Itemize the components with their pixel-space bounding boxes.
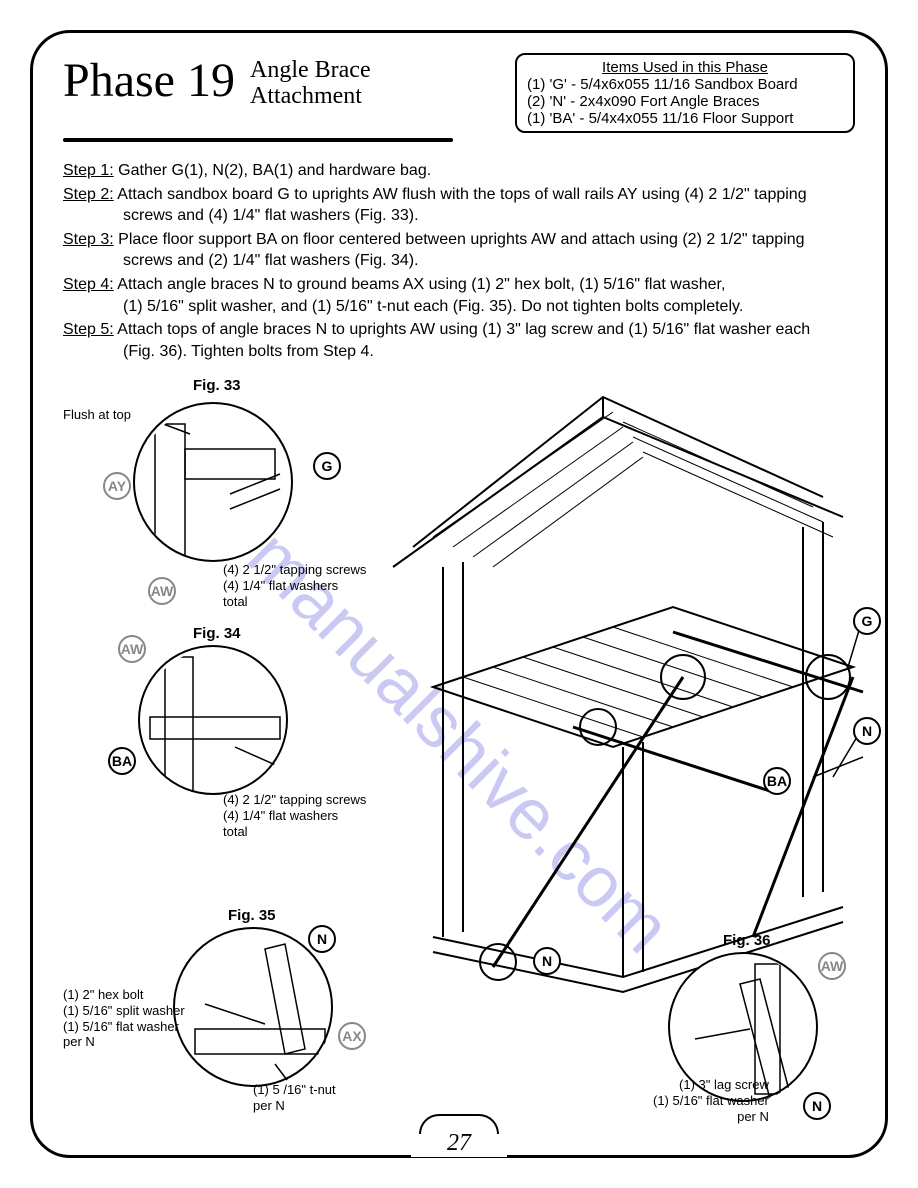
fig36-caption: (1) 3" lag screw (1) 5/16" flat washer p… [653,1077,769,1124]
fig33-sketch [135,404,295,564]
phase-subtitle: Angle Brace Attachment [250,57,371,110]
items-line-2: (1) 'BA' - 5/4x4x055 11/16 Floor Support [527,110,843,127]
fig35-title: Fig. 35 [228,907,276,924]
items-line-1: (2) 'N' - 2x4x090 Fort Angle Braces [527,93,843,110]
step-2-cont: screws and (4) 1/4" flat washers (Fig. 3… [63,205,855,227]
fig35-circle [173,927,333,1087]
step-2: Step 2: Attach sandbox board G to uprigh… [63,184,855,227]
fig33-caption: (4) 2 1/2" tapping screws (4) 1/4" flat … [223,562,366,609]
subtitle-line2: Attachment [250,83,371,109]
fig35-sketch [175,929,335,1089]
step-5-label: Step 5: [63,321,114,338]
fig35-caption-bottom: (1) 5 /16" t-nut per N [253,1082,336,1113]
page-number-wrap: 27 [411,1114,507,1157]
fig33-title: Fig. 33 [193,377,241,394]
items-used-box: Items Used in this Phase (1) 'G' - 5/4x6… [515,53,855,133]
header-rule [63,138,453,142]
step-2-label: Step 2: [63,186,114,203]
page-number: 27 [419,1130,499,1157]
header-row: Phase 19 Angle Brace Attachment Items Us… [63,53,855,133]
main-label-g: G [853,607,881,635]
fig35-label-ax: AX [338,1022,366,1050]
fig33-label-aw: AW [148,577,176,605]
items-line-0: (1) 'G' - 5/4x6x055 11/16 Sandbox Board [527,76,843,93]
step-5-text: Attach tops of angle braces N to upright… [114,321,810,338]
step-1-text: Gather G(1), N(2), BA(1) and hardware ba… [114,162,431,179]
fig34-sketch [140,647,290,797]
main-label-n1: N [853,717,881,745]
phase-title: Phase 19 [63,53,235,108]
steps-block: Step 1: Gather G(1), N(2), BA(1) and har… [63,160,855,362]
step-5: Step 5: Attach tops of angle braces N to… [63,319,855,362]
fig36-title: Fig. 36 [723,932,771,949]
step-4-cont: (1) 5/16" split washer, and (1) 5/16" t-… [63,296,855,318]
fig34-label-ba: BA [108,747,136,775]
step-4-text: Attach angle braces N to ground beams AX… [114,276,726,293]
fig33-circle [133,402,293,562]
diagram-area: manualshive.com [63,377,855,1107]
step-5-cont: (Fig. 36). Tighten bolts from Step 4. [63,341,855,363]
step-2-text: Attach sandbox board G to uprights AW fl… [114,186,807,203]
step-3-cont: screws and (2) 1/4" flat washers (Fig. 3… [63,250,855,272]
step-3-label: Step 3: [63,231,114,248]
subtitle-line1: Angle Brace [250,57,371,83]
fig34-caption: (4) 2 1/2" tapping screws (4) 1/4" flat … [223,792,366,839]
step-3: Step 3: Place floor support BA on floor … [63,229,855,272]
fig35-caption-left: (1) 2" hex bolt (1) 5/16" split washer (… [63,987,185,1049]
items-box-title: Items Used in this Phase [527,59,843,76]
fig33-note-top: Flush at top [63,407,131,423]
fig34-circle [138,645,288,795]
main-iso-drawing [373,377,873,997]
step-4-label: Step 4: [63,276,114,293]
step-3-text: Place floor support BA on floor centered… [114,231,805,248]
step-4: Step 4: Attach angle braces N to ground … [63,274,855,317]
fig34-title: Fig. 34 [193,625,241,642]
fig33-label-g: G [313,452,341,480]
step-1-label: Step 1: [63,162,114,179]
fig33-label-ay: AY [103,472,131,500]
step-1: Step 1: Gather G(1), N(2), BA(1) and har… [63,160,855,182]
fig36-label-n: N [803,1092,831,1120]
page-frame: Phase 19 Angle Brace Attachment Items Us… [30,30,888,1158]
